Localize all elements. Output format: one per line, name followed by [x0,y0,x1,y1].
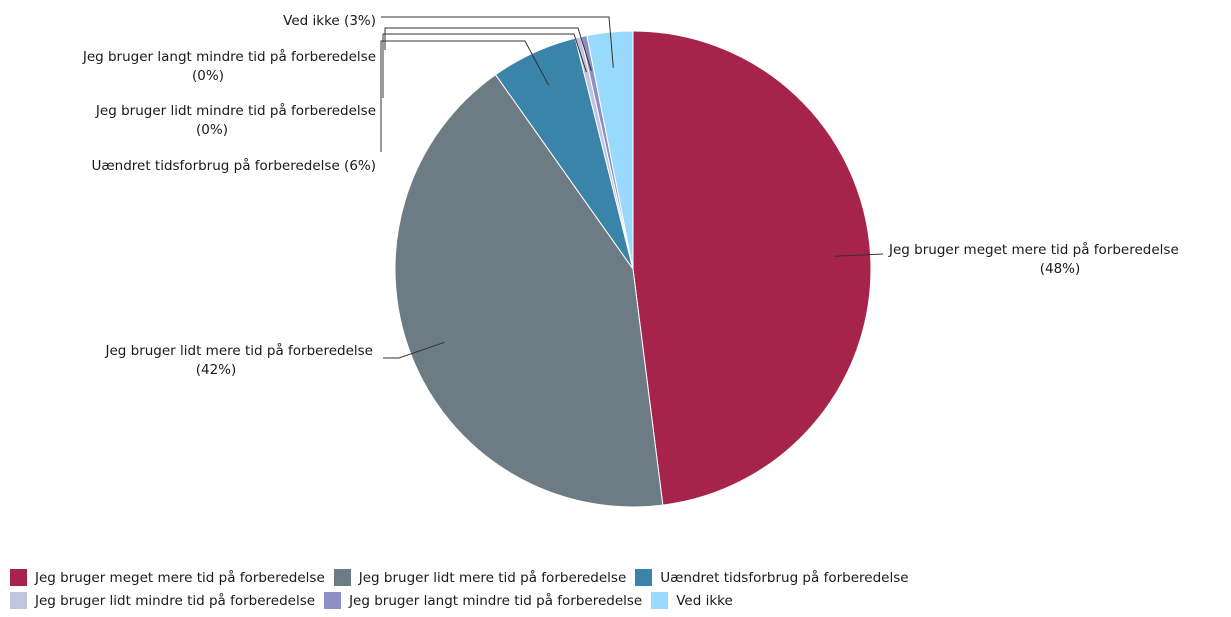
slice-percent-lidt-mere: (42%) [196,362,237,378]
legend-label: Ved ikke [676,592,733,609]
slice-label-uaendret: Uændret tidsforbrug på forberedelse (6%) [92,157,377,174]
pie-chart: Jeg bruger meget mere tid på forberedels… [82,13,1179,508]
legend-label: Jeg bruger meget mere tid på forberedels… [35,569,325,586]
leader-line-uaendret [380,40,550,152]
legend-swatch [10,592,27,609]
legend-row-1: Jeg bruger meget mere tid på forberedels… [10,566,1225,589]
legend-item-lidt-mindre: Jeg bruger lidt mindre tid på forberedel… [10,592,315,609]
slice-percent-meget-mere: (48%) [1040,261,1081,277]
legend-item-ved-ikke: Ved ikke [651,592,733,609]
slice-label-lidt-mere: Jeg bruger lidt mere tid på forberedelse [104,342,373,359]
slice-label-langt-mindre: Jeg bruger langt mindre tid på forberede… [82,48,376,65]
legend-label: Jeg bruger lidt mere tid på forberedelse [358,569,627,586]
slice-percent-langt-mindre: (0%) [192,68,224,84]
slice-percent-lidt-mindre: (0%) [196,122,228,138]
slice-name-ved-ikke: Ved ikke [283,13,340,29]
pie-slice-meget-mere [632,30,872,506]
legend-label: Jeg bruger lidt mindre tid på forberedel… [35,592,316,609]
leader-line-meget-mere [834,253,884,257]
slice-percent-ved-ikke: (3%) [344,13,376,29]
leader-line-lidt-mere [383,341,445,359]
legend-swatch [324,592,342,609]
slice-name-uaendret: Uændret tidsforbrug på forberedelse [92,157,340,174]
leader-line-langt-mindre [384,27,592,72]
slice-percent-uaendret: (6%) [344,158,376,174]
leader-line-ved-ikke [381,16,614,68]
pie-slice-lidt-mere [394,74,664,508]
legend-label: Jeg bruger langt mindre tid på forberede… [349,592,643,609]
slice-label-lidt-mindre: Jeg bruger lidt mindre tid på forberedel… [95,102,376,119]
slice-label-ved-ikke: Ved ikke (3%) [283,13,376,29]
legend-item-meget-mere: Jeg bruger meget mere tid på forberedels… [10,569,325,586]
slice-label-meget-mere: Jeg bruger meget mere tid på forberedels… [888,241,1179,258]
legend-swatch [651,592,669,609]
legend-row-2: Jeg bruger lidt mindre tid på forberedel… [10,589,1225,612]
legend: Jeg bruger meget mere tid på forberedels… [10,566,1225,612]
legend-label: Uændret tidsforbrug på forberedelse [660,569,909,586]
leader-line-lidt-mindre [382,33,587,98]
legend-swatch [635,569,653,586]
legend-item-lidt-mere: Jeg bruger lidt mere tid på forberedelse [333,569,627,586]
legend-item-langt-mindre: Jeg bruger langt mindre tid på forberede… [324,592,642,609]
legend-swatch [10,569,27,586]
legend-item-uaendret: Uændret tidsforbrug på forberedelse [635,569,909,586]
legend-swatch [333,569,351,586]
